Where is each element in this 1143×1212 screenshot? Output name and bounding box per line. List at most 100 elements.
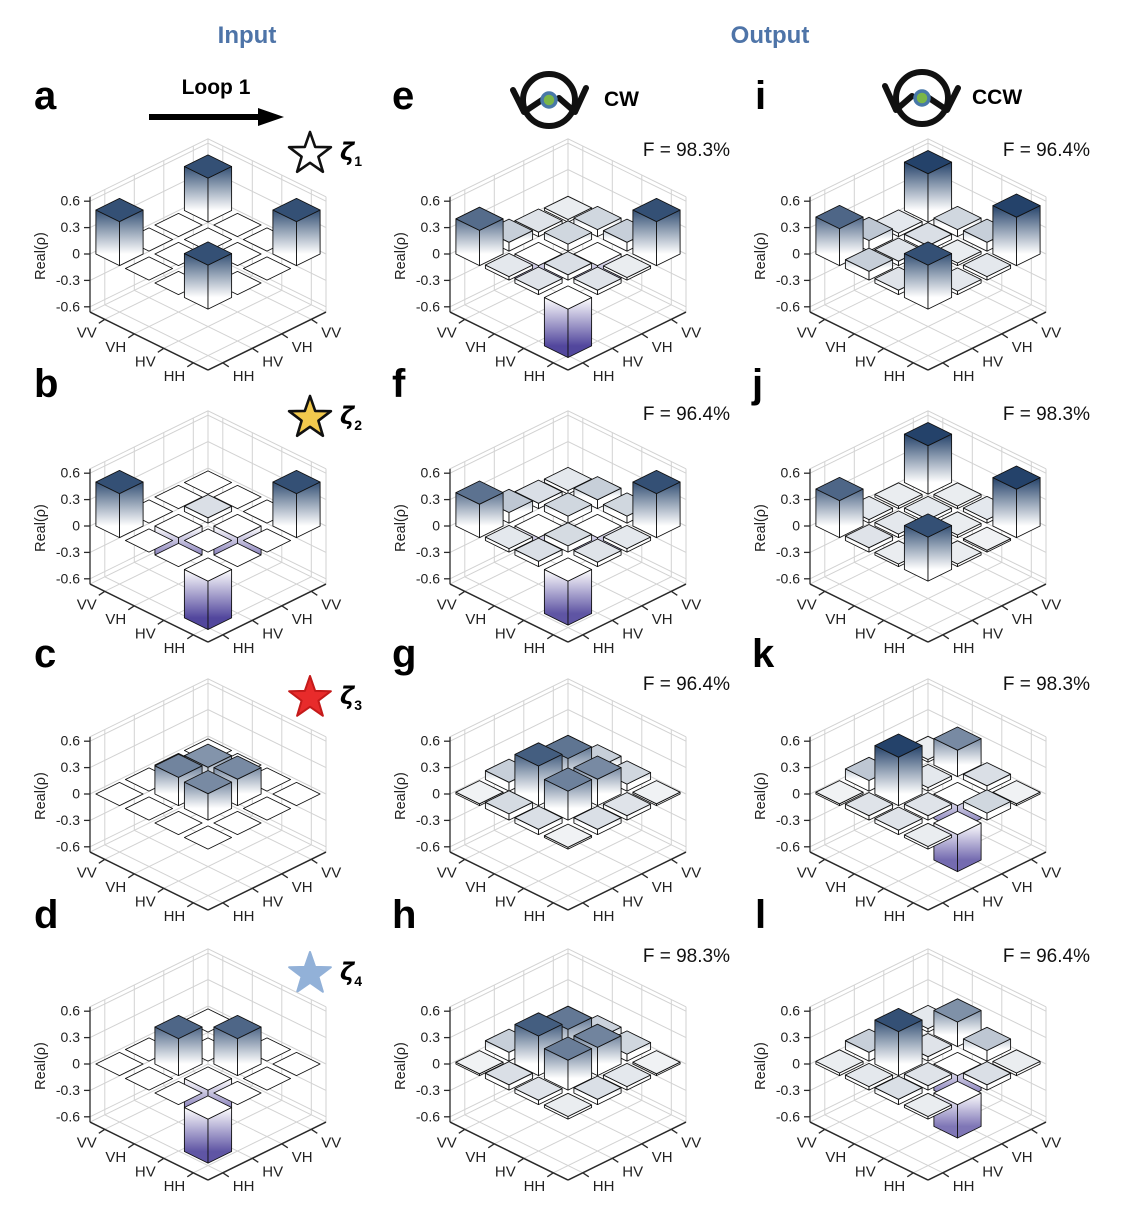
svg-text:VH: VH (652, 879, 673, 896)
ccw-rotation-icon (882, 69, 961, 127)
svg-text:HH: HH (164, 640, 186, 657)
svg-text:-0.3: -0.3 (776, 544, 800, 560)
bar3d-plot-b: 0.6 0.3 0 -0.3 -0.6 Real(ρ) HH HH HV HV VH VH VV VV (33, 410, 341, 657)
star-icon-zeta3 (288, 675, 332, 717)
svg-text:VH: VH (825, 879, 846, 896)
svg-text:HH: HH (233, 1178, 255, 1195)
svg-text:VV: VV (1041, 864, 1061, 881)
svg-text:HH: HH (884, 640, 906, 657)
cw-green-dot (540, 91, 558, 109)
svg-text:0.3: 0.3 (421, 219, 441, 235)
svg-text:HH: HH (164, 368, 186, 385)
bar3d-plot-e: 0.6 0.3 0 -0.3 -0.6 Real(ρ) HH HH HV HV VH VH VV VV (393, 138, 701, 385)
svg-text:VH: VH (465, 879, 486, 896)
bar3d-plot-g: 0.6 0.3 0 -0.3 -0.6 Real(ρ) HH HH HV HV VH VH VV VV (393, 678, 701, 925)
svg-text:VV: VV (681, 324, 701, 341)
panel-letter-l: l (755, 893, 767, 937)
svg-text:Real(ρ): Real(ρ) (33, 772, 49, 820)
svg-text:HV: HV (495, 893, 516, 910)
panel-letter-j: j (752, 362, 764, 406)
fidelity-j: F = 98.3% (1002, 404, 1090, 425)
svg-text:VH: VH (292, 879, 313, 896)
svg-text:HV: HV (135, 353, 156, 370)
svg-text:VH: VH (292, 1149, 313, 1166)
svg-text:HV: HV (622, 1163, 643, 1180)
svg-text:HH: HH (524, 368, 546, 385)
star-icon-zeta2 (287, 394, 333, 438)
ccw-green-dot (913, 89, 931, 107)
svg-text:HH: HH (164, 1178, 186, 1195)
svg-text:HV: HV (495, 1163, 516, 1180)
svg-text:0.6: 0.6 (61, 193, 81, 209)
svg-text:Real(ρ): Real(ρ) (753, 772, 769, 820)
output-header: Output (730, 22, 810, 49)
svg-text:0.3: 0.3 (781, 219, 801, 235)
svg-text:Real(ρ): Real(ρ) (393, 772, 409, 820)
svg-text:0: 0 (792, 786, 800, 802)
svg-text:VV: VV (1041, 596, 1061, 613)
bar3d-plot-d: 0.6 0.3 0 -0.3 -0.6 Real(ρ) HH HH HV HV VH VH VV VV (33, 948, 341, 1195)
svg-text:VV: VV (681, 1134, 701, 1151)
svg-text:VV: VV (77, 596, 97, 613)
svg-text:0.3: 0.3 (421, 491, 441, 507)
panel-letter-g: g (392, 632, 417, 676)
svg-text:VV: VV (797, 324, 817, 341)
svg-text:VV: VV (681, 596, 701, 613)
svg-text:HH: HH (593, 368, 615, 385)
svg-text:VH: VH (105, 339, 126, 356)
svg-text:Real(ρ): Real(ρ) (753, 504, 769, 552)
panel-letter-d: d (34, 893, 59, 937)
bar3d-plot-j: 0.6 0.3 0 -0.3 -0.6 Real(ρ) HH HH HV HV VH VH VV VV (753, 410, 1061, 657)
fidelity-e: F = 98.3% (642, 140, 730, 161)
svg-text:VV: VV (437, 596, 457, 613)
svg-text:-0.6: -0.6 (416, 570, 440, 586)
fidelity-h: F = 98.3% (642, 946, 730, 967)
svg-text:HV: HV (982, 893, 1003, 910)
panel-f-chart: 0.6 0.3 0 -0.3 -0.6 Real(ρ) HH HH HV HV VH VH VV VV (388, 392, 748, 664)
panel-letter-e: e (392, 74, 415, 118)
svg-text:HH: HH (884, 908, 906, 925)
svg-text:0: 0 (792, 518, 800, 534)
svg-text:VV: VV (1041, 324, 1061, 341)
svg-text:0.6: 0.6 (781, 193, 801, 209)
svg-text:HV: HV (262, 353, 283, 370)
svg-text:-0.3: -0.3 (416, 272, 440, 288)
svg-text:VH: VH (1012, 611, 1033, 628)
bar3d-plot-h: 0.6 0.3 0 -0.3 -0.6 Real(ρ) HH HH HV HV VH VH VV VV (393, 948, 701, 1195)
svg-text:HV: HV (135, 1163, 156, 1180)
panel-letter-k: k (752, 632, 775, 676)
bar3d-plot-i: 0.6 0.3 0 -0.3 -0.6 Real(ρ) HH HH HV HV VH VH VV VV (753, 138, 1061, 385)
panel-letter-i: i (755, 74, 767, 118)
svg-text:VV: VV (77, 864, 97, 881)
svg-text:HV: HV (262, 625, 283, 642)
state-label-zeta3: ζ3 (340, 682, 362, 713)
svg-text:0.3: 0.3 (781, 759, 801, 775)
svg-text:Real(ρ): Real(ρ) (33, 232, 49, 280)
svg-text:VH: VH (1012, 1149, 1033, 1166)
panel-letter-b: b (34, 362, 59, 406)
svg-text:HV: HV (982, 625, 1003, 642)
svg-text:VV: VV (797, 864, 817, 881)
svg-text:VH: VH (652, 611, 673, 628)
panel-k-chart: 0.6 0.3 0 -0.3 -0.6 Real(ρ) HH HH HV HV VH VH VV VV (748, 660, 1108, 932)
panel-letter-c: c (34, 632, 57, 676)
svg-text:-0.6: -0.6 (416, 838, 440, 854)
panel-j-chart: 0.6 0.3 0 -0.3 -0.6 Real(ρ) HH HH HV HV VH VH VV VV (748, 392, 1108, 664)
svg-text:-0.6: -0.6 (56, 838, 80, 854)
svg-text:VV: VV (321, 596, 341, 613)
svg-text:HH: HH (524, 1178, 546, 1195)
panel-c-chart: 0.6 0.3 0 -0.3 -0.6 Real(ρ) HH HH HV HV VH VH VV VV (28, 660, 388, 932)
svg-text:0.6: 0.6 (421, 465, 441, 481)
svg-text:VH: VH (292, 339, 313, 356)
panel-l-chart: 0.6 0.3 0 -0.3 -0.6 Real(ρ) HH HH HV HV VH VH VV VV (748, 930, 1108, 1202)
svg-text:0.3: 0.3 (781, 491, 801, 507)
svg-text:HH: HH (233, 368, 255, 385)
svg-text:HV: HV (495, 353, 516, 370)
svg-text:0.6: 0.6 (781, 733, 801, 749)
svg-text:0.6: 0.6 (61, 1003, 81, 1019)
svg-text:VH: VH (652, 1149, 673, 1166)
star-icon-zeta1 (287, 130, 333, 174)
svg-text:0: 0 (432, 246, 440, 262)
svg-text:-0.3: -0.3 (776, 272, 800, 288)
